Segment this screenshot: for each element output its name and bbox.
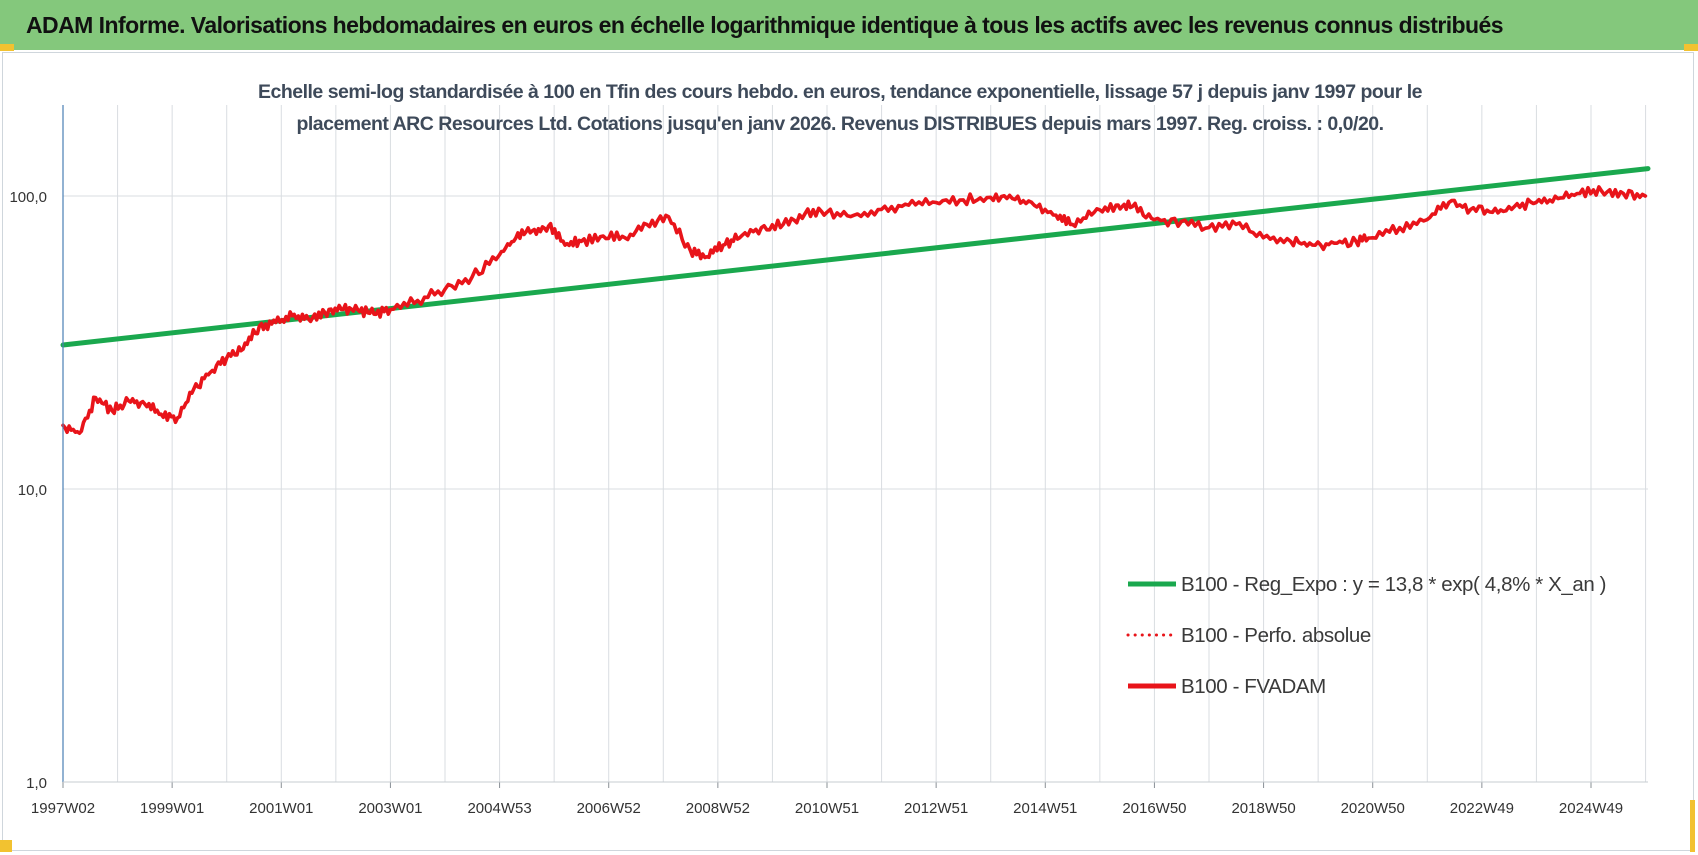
chart-frame bbox=[2, 52, 1694, 851]
x-tick-label: 2006W52 bbox=[577, 800, 641, 817]
chart-subtitle-line-1: Echelle semi-log standardisée à 100 en T… bbox=[257, 81, 1423, 103]
legend-reg-expo-label: B100 - Reg_Expo : y = 13,8 * exp( 4,8% *… bbox=[1181, 573, 1606, 596]
chart-subtitle: Echelle semi-log standardisée à 100 en T… bbox=[190, 76, 1490, 140]
x-tick-label: 2020W50 bbox=[1341, 800, 1405, 817]
x-tick-label: 2001W01 bbox=[249, 800, 313, 817]
x-tick-label: 2022W49 bbox=[1450, 800, 1514, 817]
chart-subtitle-line-2: placement ARC Resources Ltd. Cotations j… bbox=[296, 113, 1384, 135]
corner-marker-top-left bbox=[0, 44, 14, 51]
x-tick-label: 2018W50 bbox=[1231, 800, 1295, 817]
y-tick-label: 100,0 bbox=[9, 189, 47, 206]
x-tick-label: 2012W51 bbox=[904, 800, 968, 817]
x-tick-label: 2016W50 bbox=[1122, 800, 1186, 817]
x-tick-label: 2004W53 bbox=[467, 800, 531, 817]
x-tick-label: 2003W01 bbox=[358, 800, 422, 817]
x-tick-label: 2024W49 bbox=[1559, 800, 1623, 817]
y-tick-label: 1,0 bbox=[26, 775, 47, 792]
legend-perfo-absolue-label: B100 - Perfo. absolue bbox=[1181, 624, 1371, 647]
corner-marker-bottom-left bbox=[0, 840, 12, 852]
y-tick-label: 10,0 bbox=[18, 482, 47, 499]
x-tick-label: 1999W01 bbox=[140, 800, 204, 817]
corner-marker-bottom-right bbox=[1690, 800, 1695, 852]
header-title: ADAM Informe. Valorisations hebdomadaire… bbox=[26, 11, 1504, 38]
legend-fvadam-label: B100 - FVADAM bbox=[1181, 675, 1326, 698]
x-tick-label: 2014W51 bbox=[1013, 800, 1077, 817]
x-tick-label: 1997W02 bbox=[31, 800, 95, 817]
x-tick-label: 2010W51 bbox=[795, 800, 859, 817]
corner-marker-top-right bbox=[1684, 44, 1698, 51]
header-banner: ADAM Informe. Valorisations hebdomadaire… bbox=[0, 0, 1698, 50]
series-line-fvadam bbox=[61, 185, 1648, 436]
x-tick-label: 2008W52 bbox=[686, 800, 750, 817]
